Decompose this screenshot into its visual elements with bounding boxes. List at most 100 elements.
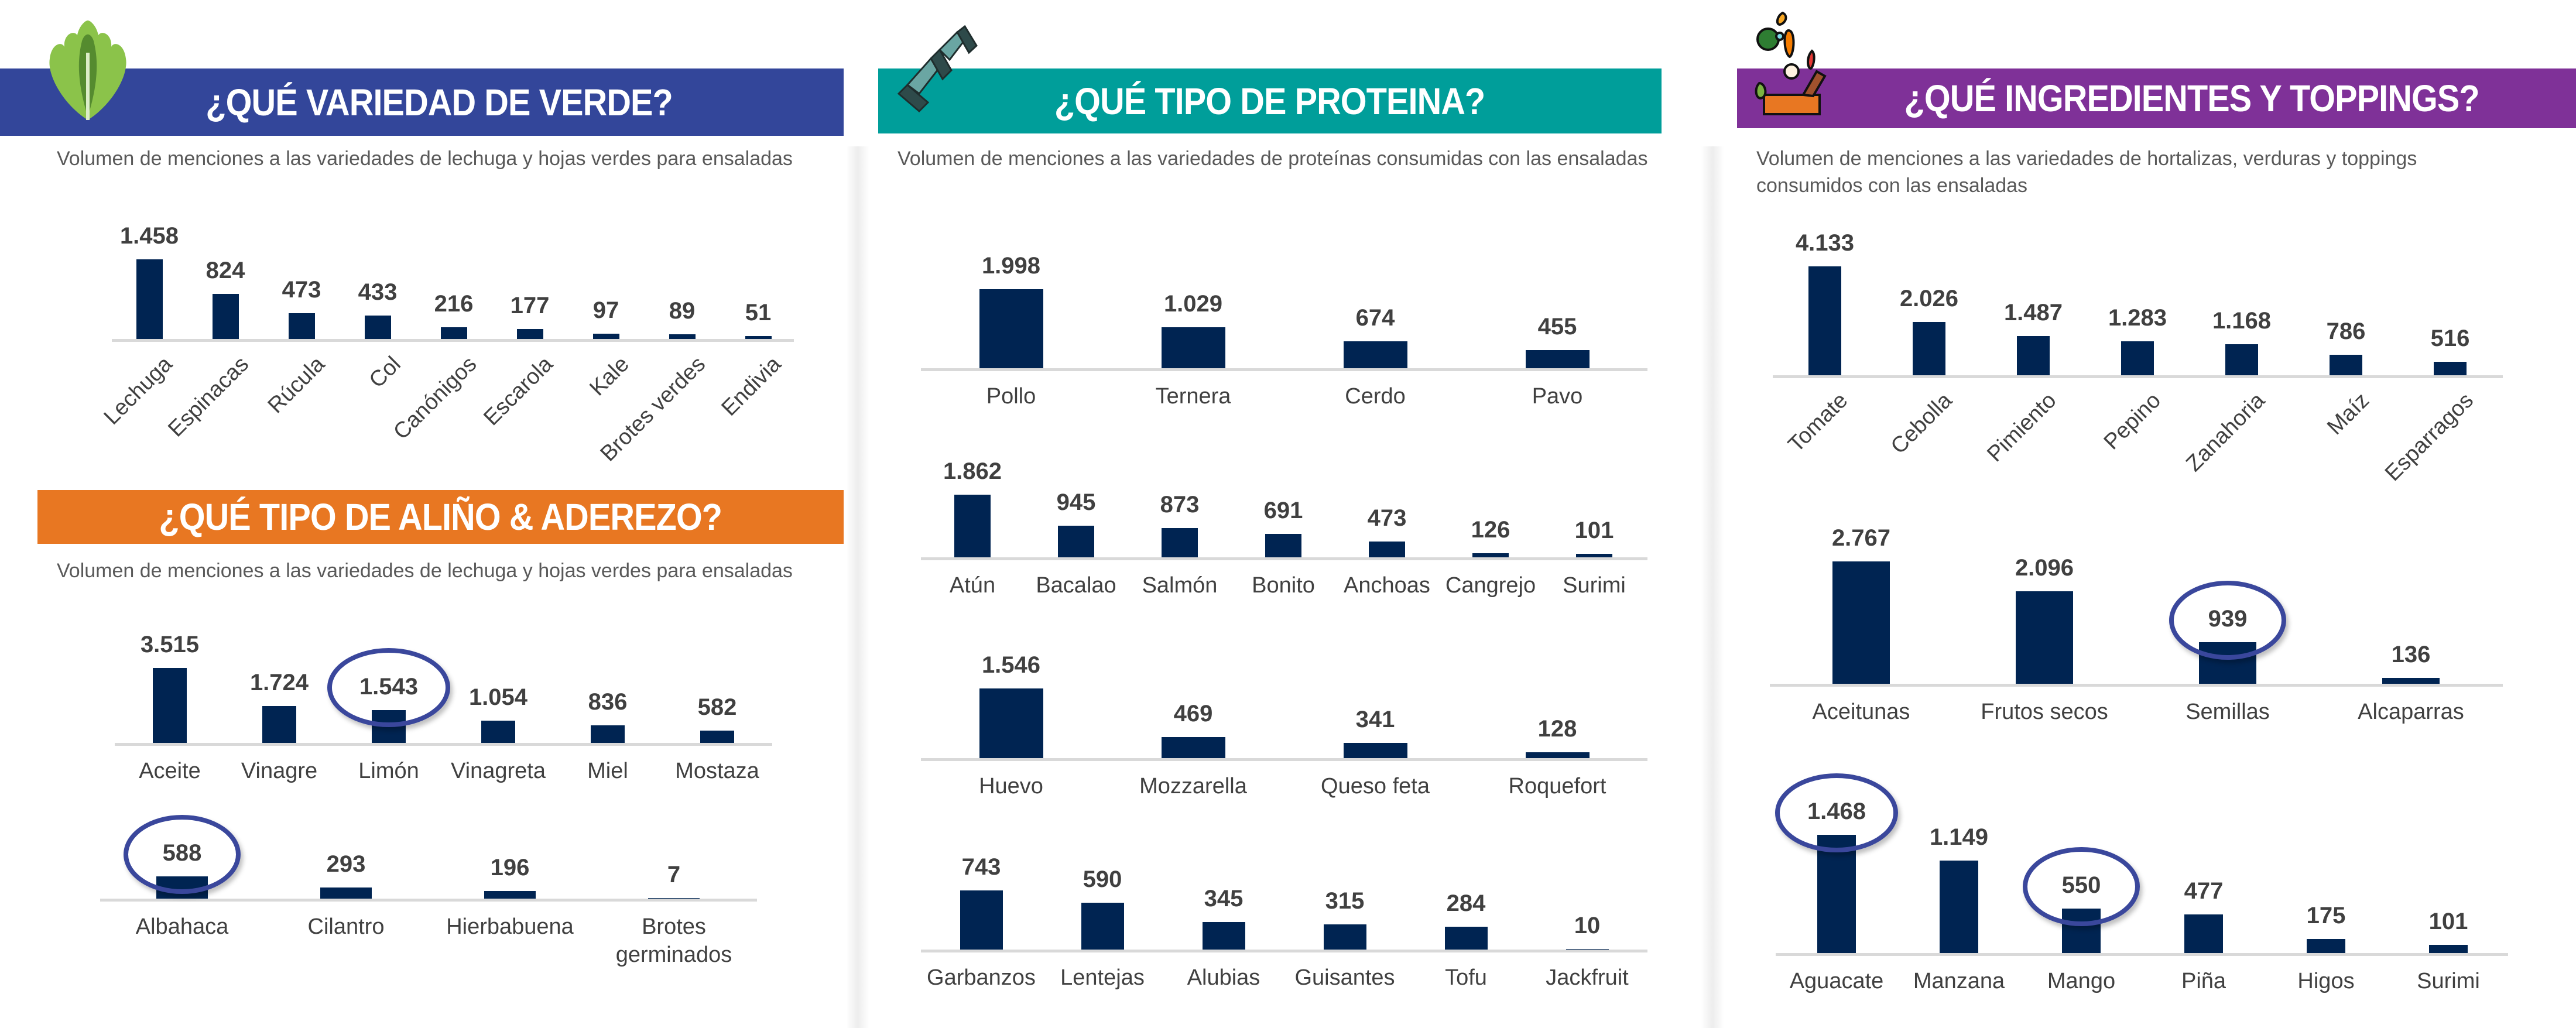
category-label: Maíz [2322, 388, 2375, 440]
bar-lentejas [1081, 902, 1124, 950]
toppings-3-axis [1776, 953, 2508, 956]
value-label: 433 [358, 279, 398, 305]
greens-header: ¿QUÉ VARIEDAD DE VERDE? [0, 68, 844, 136]
protein-1-axis [921, 368, 1647, 371]
category-label: Surimi [2417, 969, 2480, 993]
category-label: Bacalao [1036, 573, 1116, 598]
protein-subtitle: Volumen de menciones a las variedades de… [898, 148, 1648, 170]
category-label: Cebolla [1886, 388, 1957, 459]
value-label: 89 [669, 297, 696, 324]
bar-cebolla [1913, 321, 1945, 375]
value-label: 1.546 [981, 652, 1041, 678]
bar-frutos-secos [2016, 591, 2073, 684]
category-label: Brotes germinados [615, 914, 732, 967]
bar-pepino [2121, 341, 2154, 375]
category-label: Manzana [1913, 969, 2005, 993]
bar-rúcula [288, 313, 315, 339]
protein-3-axis [921, 758, 1647, 761]
bar-anchoas [1369, 541, 1405, 557]
category-label: Lentejas [1060, 965, 1145, 990]
dressing-subtitle: Volumen de menciones a las variedades de… [57, 560, 793, 582]
category-label: Cangrejo [1445, 573, 1536, 598]
category-label: Tofu [1445, 965, 1487, 990]
bar-jackfruit [1566, 948, 1609, 950]
value-label: 945 [1056, 489, 1096, 515]
bar-bonito [1265, 534, 1301, 557]
value-label: 1.168 [2212, 308, 2272, 334]
highlight-circle [2023, 847, 2140, 926]
bar-higos [2307, 938, 2345, 953]
value-label: 1.724 [249, 670, 309, 696]
bar-ternera [1161, 327, 1225, 368]
bar-huevo [979, 688, 1043, 758]
category-label: Guisantes [1294, 965, 1395, 990]
category-label: Mozzarella [1139, 774, 1247, 799]
value-label: 473 [1367, 505, 1407, 531]
category-label: Lechuga [99, 352, 177, 430]
lettuce-icon [49, 20, 126, 120]
category-label: Piña [2181, 969, 2226, 993]
bar-manzana [1940, 860, 1978, 953]
panel-separator [1701, 146, 1724, 1028]
value-label: 101 [2428, 909, 2468, 935]
category-label: Pimiento [1982, 388, 2061, 467]
value-label: 4.133 [1795, 230, 1855, 256]
value-label: 196 [490, 855, 530, 881]
value-label: 516 [2430, 325, 2470, 351]
value-label: 1.283 [2108, 305, 2167, 331]
bar-endivia [745, 336, 772, 339]
category-label: Surimi [1563, 573, 1626, 598]
category-label: Esparragos [2380, 388, 2479, 486]
highlight-circle [124, 814, 241, 894]
bar-col [364, 315, 391, 339]
bar-cerdo [1343, 341, 1407, 368]
category-label: Zanahoria [2181, 388, 2270, 477]
toppings-1-axis [1773, 375, 2503, 378]
bar-vinagre [262, 706, 296, 743]
value-label: 345 [1204, 886, 1244, 912]
bar-cilantro [320, 887, 372, 899]
value-label: 824 [205, 258, 245, 284]
category-label: Mango [2047, 969, 2116, 993]
toppings-2-axis [1770, 684, 2503, 687]
value-label: 177 [510, 293, 550, 319]
category-label: Huevo [979, 774, 1043, 799]
bar-esparragos [2434, 361, 2467, 375]
bar-queso-feta [1343, 742, 1407, 758]
bar-aguacate [1817, 835, 1856, 953]
bar-pavo [1525, 350, 1590, 368]
bar-canónigos [440, 327, 467, 339]
bar-espinacas [212, 294, 239, 339]
value-label: 293 [326, 851, 366, 878]
bar-lechuga [136, 259, 163, 339]
highlight-circle [1775, 773, 1898, 852]
category-label: Salmón [1142, 573, 1218, 598]
value-label: 1.458 [119, 223, 179, 249]
category-label: Miel [587, 759, 628, 783]
category-label: Vinagre [241, 759, 318, 783]
category-label: Jackfruit [1546, 965, 1629, 990]
category-label: Pavo [1532, 384, 1583, 409]
category-label: Aceitunas [1812, 700, 1910, 724]
value-label: 2.767 [1831, 525, 1891, 551]
value-label: 582 [697, 694, 737, 720]
value-label: 126 [1471, 516, 1510, 543]
value-label: 786 [2326, 318, 2366, 344]
value-label: 175 [2306, 902, 2346, 928]
greens-title: ¿QUÉ VARIEDAD DE VERDE? [205, 81, 673, 124]
dressing-header: ¿QUÉ TIPO DE ALIÑO & ADEREZO? [37, 490, 844, 544]
greens-subtitle: Volumen de menciones a las variedades de… [57, 148, 793, 170]
category-label: Endivia [717, 352, 786, 421]
bar-pollo [979, 289, 1043, 368]
bar-surimi [1576, 554, 1612, 557]
protein-header: ¿QUÉ TIPO DE PROTEINA? [878, 68, 1662, 133]
highlight-circle [327, 648, 450, 728]
category-label: Col [364, 352, 406, 393]
bar-aceite [153, 668, 187, 743]
category-label: Alcaparras [2358, 700, 2464, 724]
dressing-1-axis [115, 743, 772, 746]
value-label: 473 [282, 276, 321, 303]
category-label: Espinacas [163, 352, 254, 442]
category-label: Bonito [1252, 573, 1315, 598]
category-label: Garbanzos [927, 965, 1036, 990]
